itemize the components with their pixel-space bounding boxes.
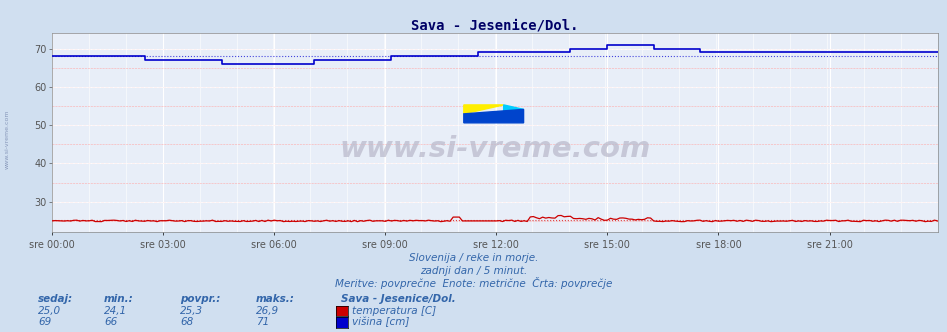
Text: maks.:: maks.: <box>256 294 295 304</box>
Text: povpr.:: povpr.: <box>180 294 221 304</box>
Text: 66: 66 <box>104 317 117 327</box>
Text: 69: 69 <box>38 317 51 327</box>
Text: 25,0: 25,0 <box>38 306 61 316</box>
Text: zadnji dan / 5 minut.: zadnji dan / 5 minut. <box>420 266 527 276</box>
Polygon shape <box>464 105 504 114</box>
Text: Slovenija / reke in morje.: Slovenija / reke in morje. <box>409 253 538 263</box>
Text: Sava - Jesenice/Dol.: Sava - Jesenice/Dol. <box>341 294 456 304</box>
Text: min.:: min.: <box>104 294 134 304</box>
Text: 68: 68 <box>180 317 193 327</box>
Text: temperatura [C]: temperatura [C] <box>352 306 437 316</box>
Text: 71: 71 <box>256 317 269 327</box>
Text: Meritve: povprečne  Enote: metrične  Črta: povprečje: Meritve: povprečne Enote: metrične Črta:… <box>335 277 612 289</box>
Text: višina [cm]: višina [cm] <box>352 317 410 327</box>
Text: www.si-vreme.com: www.si-vreme.com <box>5 110 10 169</box>
Title: Sava - Jesenice/Dol.: Sava - Jesenice/Dol. <box>411 18 579 32</box>
Text: www.si-vreme.com: www.si-vreme.com <box>339 135 651 163</box>
Text: 25,3: 25,3 <box>180 306 203 316</box>
Text: sedaj:: sedaj: <box>38 294 73 304</box>
Polygon shape <box>464 110 524 123</box>
Text: 24,1: 24,1 <box>104 306 127 316</box>
Text: 26,9: 26,9 <box>256 306 278 316</box>
Polygon shape <box>504 105 524 114</box>
